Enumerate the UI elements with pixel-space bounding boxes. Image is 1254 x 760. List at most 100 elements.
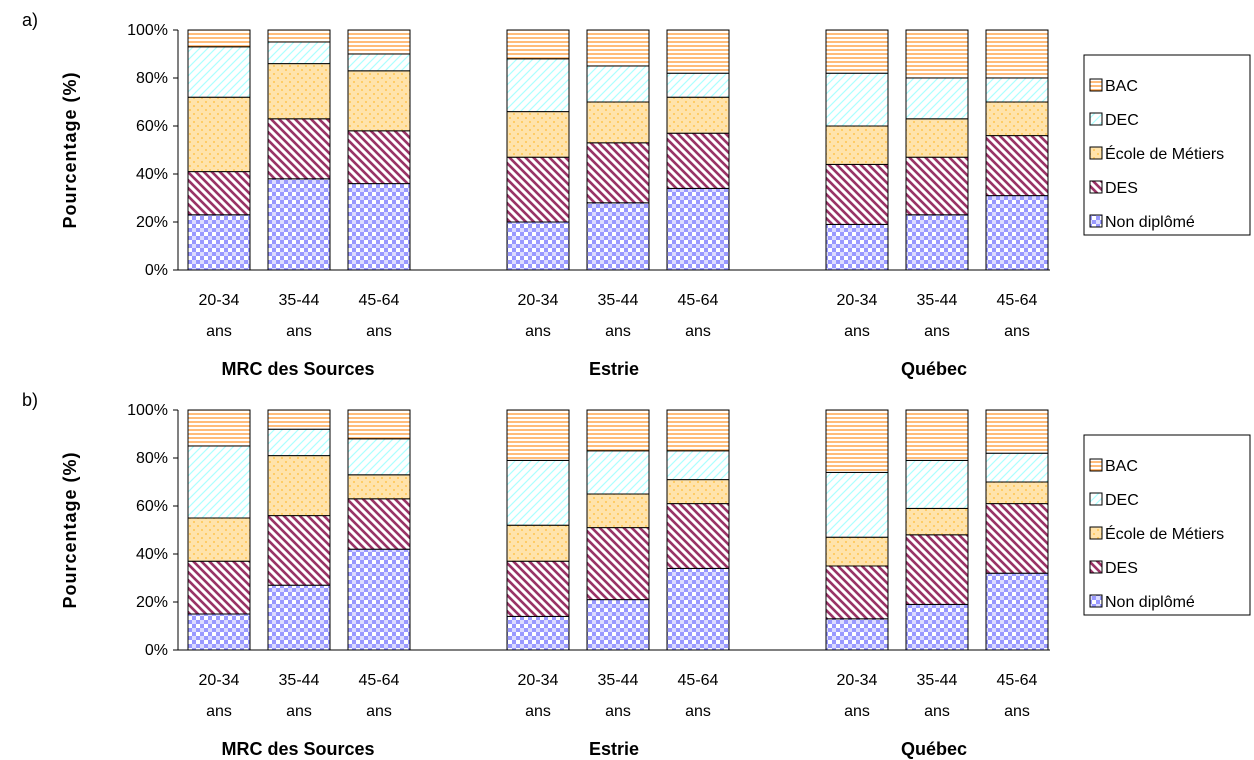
legend-swatch-des — [1089, 180, 1103, 194]
bar-segment-bac — [267, 29, 331, 43]
bar-segment-bac — [666, 409, 730, 452]
legend-label-des: DES — [1105, 180, 1138, 197]
x-category-label: ans — [685, 323, 711, 340]
bar-segment-des — [267, 515, 331, 586]
bar-segment-bac — [905, 409, 969, 461]
bar-segment-des — [586, 142, 650, 204]
y-tick-label: 80% — [136, 70, 168, 87]
x-category-label: 45-64 — [678, 672, 719, 689]
bar-segment-dec — [586, 450, 650, 495]
x-category-label: ans — [1004, 323, 1030, 340]
legend-label-ecole-de-metiers: École de Métiers — [1105, 144, 1224, 163]
bar-segment-non-diplome — [347, 183, 411, 271]
bar-segment-non-diplome — [506, 221, 570, 271]
legend-swatch-ecole-de-metiers — [1089, 146, 1103, 160]
bar-segment-non-diplome — [905, 214, 969, 271]
bar-segment-dec — [347, 438, 411, 476]
bar-segment-des — [825, 565, 889, 620]
panel-a: a) Pourcentage (%) 0% 20% 40% 60% 80% 100% 20-34… — [22, 10, 1251, 379]
bar-segment-des — [586, 527, 650, 601]
x-category-label: ans — [206, 703, 232, 720]
bar-segment-non-diplome — [187, 214, 251, 271]
bar-segment-ecole-de-metiers — [905, 507, 969, 536]
bar-segment-bac — [825, 409, 889, 473]
legend-box — [1083, 54, 1251, 236]
bar-segment-non-diplome — [267, 178, 331, 271]
x-category-label: 35-44 — [598, 672, 639, 689]
legend-label-bac: BAC — [1105, 458, 1138, 475]
bar-segment-bac — [905, 29, 969, 79]
bar-segment-ecole-de-metiers — [506, 524, 570, 562]
x-category-label: ans — [924, 323, 950, 340]
legend-swatch-bac — [1089, 458, 1103, 472]
bar-segment-des — [347, 498, 411, 550]
x-category-label: 35-44 — [279, 672, 320, 689]
bar-segment-ecole-de-metiers — [985, 481, 1049, 505]
x-category-label: 45-64 — [997, 672, 1038, 689]
x-category-label: 45-64 — [359, 292, 400, 309]
x-category-label: ans — [286, 323, 312, 340]
bar-segment-bac — [985, 409, 1049, 454]
bar-segment-des — [187, 560, 251, 615]
bar-segment-dec — [506, 459, 570, 526]
legend-label-bac: BAC — [1105, 78, 1138, 95]
y-tick-label: 0% — [145, 642, 168, 659]
bar-segment-dec — [586, 65, 650, 103]
group-label: Québec — [901, 359, 967, 379]
x-category-label: 20-34 — [199, 292, 240, 309]
x-category-label: ans — [366, 703, 392, 720]
bar-segment-bac — [506, 409, 570, 461]
bar-segment-des — [187, 171, 251, 216]
bar-segment-non-diplome — [985, 572, 1049, 651]
bar-segment-dec — [985, 452, 1049, 483]
bar-segment-dec — [267, 428, 331, 457]
group-label: Estrie — [589, 359, 639, 379]
y-axis-label: Pourcentage (%) — [60, 451, 80, 608]
bar-segment-non-diplome — [347, 548, 411, 651]
x-category-label: 20-34 — [837, 292, 878, 309]
x-category-label: ans — [286, 703, 312, 720]
x-category-label: ans — [605, 323, 631, 340]
group-label: Estrie — [589, 739, 639, 759]
x-category-label: ans — [1004, 703, 1030, 720]
bar-segment-ecole-de-metiers — [267, 455, 331, 517]
bar-segment-non-diplome — [586, 202, 650, 271]
y-tick-label: 20% — [136, 214, 168, 231]
y-axis-label: Pourcentage (%) — [60, 71, 80, 228]
y-tick-label: 60% — [136, 118, 168, 135]
bar-segment-ecole-de-metiers — [985, 101, 1049, 137]
bar-segment-des — [506, 156, 570, 223]
legend-label-non-diplome: Non diplômé — [1105, 594, 1195, 611]
bar-segment-dec — [347, 53, 411, 72]
bar-segment-ecole-de-metiers — [586, 101, 650, 144]
bar-segment-dec — [187, 445, 251, 519]
bar-segment-ecole-de-metiers — [347, 474, 411, 500]
bar-segment-ecole-de-metiers — [825, 125, 889, 165]
legend-swatch-bac — [1089, 78, 1103, 92]
bar-segment-ecole-de-metiers — [347, 70, 411, 132]
bar-segment-des — [905, 534, 969, 605]
bar-segment-dec — [825, 72, 889, 127]
bar-segment-dec — [905, 77, 969, 120]
y-tick-label: 80% — [136, 450, 168, 467]
x-category-label: 20-34 — [518, 672, 559, 689]
legend-swatch-non-diplome — [1089, 214, 1103, 228]
y-tick-label: 20% — [136, 594, 168, 611]
bar-segment-bac — [586, 29, 650, 67]
x-category-label: ans — [844, 323, 870, 340]
bar-segment-bac — [347, 409, 411, 440]
bar-segment-des — [506, 560, 570, 617]
y-tick-label: 60% — [136, 498, 168, 515]
y-tick-label: 40% — [136, 546, 168, 563]
bar-segment-non-diplome — [666, 567, 730, 651]
bar-segment-dec — [267, 41, 331, 65]
legend-swatch-des — [1089, 560, 1103, 574]
legend-label-des: DES — [1105, 560, 1138, 577]
bar-segment-bac — [506, 29, 570, 60]
bar-segment-dec — [825, 471, 889, 538]
bar-segment-bac — [187, 29, 251, 48]
bar-segment-des — [666, 132, 730, 189]
x-category-label: 20-34 — [518, 292, 559, 309]
bar-segment-non-diplome — [825, 223, 889, 271]
bar-segment-des — [825, 163, 889, 225]
